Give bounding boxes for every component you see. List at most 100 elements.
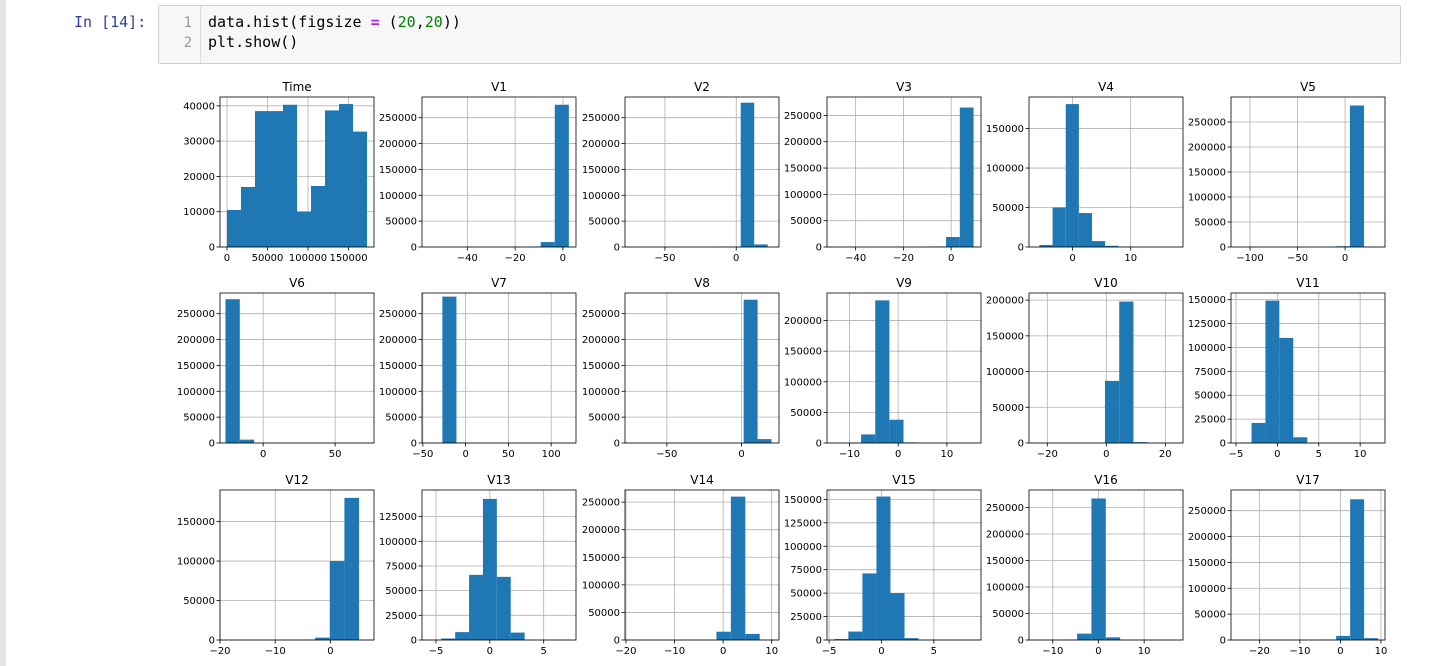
y-tick-label: 0 [1220,636,1226,647]
y-tick-label: 50000 [183,413,215,424]
y-tick-label: 50000 [385,586,417,597]
x-tick-label: 5 [931,646,937,657]
histogram-bar [226,209,241,247]
axes-frame [624,96,780,248]
axes-frame [219,96,375,248]
line-number: 2 [183,35,192,51]
y-tick-label: 100000 [379,537,417,548]
histogram-bar [540,242,555,247]
x-tick-label: −10 [1289,646,1310,657]
subplot-title: V11 [1296,276,1319,290]
y-tick-label: 200000 [986,529,1024,540]
y-tick-label: 0 [614,439,620,450]
y-tick-label: 250000 [379,309,417,320]
code-line-1[interactable]: data.hist(figsize = (20,20)) [208,13,461,31]
axes-frame [1028,489,1184,641]
axes-frame [1230,292,1386,444]
y-tick-label: 150000 [379,361,417,372]
x-tick-label: −100 [1236,253,1263,264]
histogram-bar [946,237,960,247]
x-tick-label: 0 [260,449,266,460]
x-tick-label: −20 [1037,449,1058,460]
x-tick-label: −20 [209,646,230,657]
x-tick-label: −40 [457,253,478,264]
y-tick-label: 150000 [582,553,620,564]
y-tick-label: 50000 [992,203,1024,214]
axes-frame [826,96,982,248]
y-tick-label: 150000 [784,164,822,175]
axes-frame [421,96,577,248]
y-tick-label: 25000 [385,611,417,622]
histogram-bar [745,633,760,640]
histogram-bar [442,296,457,443]
code-token: )) [442,13,461,31]
y-tick-label: 100000 [784,377,822,388]
histogram-bar [890,593,905,640]
histogram-bar [482,498,497,640]
y-tick-label: 100000 [784,190,822,201]
histogram-bar [1336,635,1351,640]
histogram-bar [959,107,974,247]
histogram-bar [329,561,345,640]
histogram-bar [510,632,525,640]
x-tick-label: 0 [948,253,954,264]
y-tick-label: 200000 [379,335,417,346]
x-tick-label: −20 [615,646,636,657]
y-tick-label: 150000 [582,165,620,176]
y-tick-label: 50000 [183,596,215,607]
y-tick-label: 150000 [986,331,1024,342]
histogram-bar [740,102,755,247]
x-tick-label: 50000 [252,253,284,264]
y-tick-label: 150000 [582,361,620,372]
histogram-bar [862,573,877,640]
histogram-bar [1091,498,1106,640]
x-tick-label: −10 [265,646,286,657]
y-tick-label: 0 [1220,243,1226,254]
x-tick-label: −20 [1249,646,1270,657]
y-tick-label: 10000 [183,207,215,218]
y-tick-label: 200000 [986,296,1024,307]
histogram-bar [861,434,876,443]
code-line-2[interactable]: plt.show() [208,33,299,51]
histogram-bar [339,104,354,247]
y-tick-label: 100000 [986,164,1024,175]
y-tick-label: 0 [411,636,417,647]
y-tick-label: 100000 [177,387,215,398]
subplot-title: V15 [892,473,915,487]
subplot-title: V6 [289,276,305,290]
subplot-title: V16 [1094,473,1117,487]
y-tick-label: 50000 [385,413,417,424]
x-tick-label: 150000 [329,253,367,264]
y-tick-label: 50000 [588,413,620,424]
histogram-bar [875,300,890,443]
axes-frame [624,489,780,641]
histogram-bar [441,638,456,640]
y-tick-label: 0 [614,243,620,254]
y-tick-label: 150000 [1188,168,1226,179]
histogram-bar [311,185,326,247]
subplot-title: V13 [487,473,510,487]
y-tick-label: 100000 [986,367,1024,378]
subplot-title: V10 [1094,276,1117,290]
y-tick-label: 0 [816,243,822,254]
y-tick-label: 200000 [582,335,620,346]
histogram-bar [225,299,240,443]
y-tick-label: 50000 [588,217,620,228]
axes-frame [624,292,780,444]
y-tick-label: 150000 [784,495,822,506]
histogram-bar [1104,380,1120,443]
y-tick-label: 0 [209,439,215,450]
x-tick-label: −10 [1042,646,1063,657]
code-cell-input[interactable]: 1 2 data.hist(figsize = (20,20)) plt.sho… [158,5,1401,64]
y-tick-label: 0 [411,439,417,450]
y-tick-label: 125000 [1188,319,1226,330]
subplot-title: V5 [1300,80,1316,94]
histogram-bar [1279,337,1294,443]
y-tick-label: 200000 [582,525,620,536]
y-tick-label: 0 [411,243,417,254]
x-tick-label: 0 [895,449,901,460]
y-tick-label: 20000 [183,172,215,183]
y-tick-label: 100000 [582,580,620,591]
y-tick-label: 250000 [784,111,822,122]
x-tick-label: 0 [1274,449,1280,460]
